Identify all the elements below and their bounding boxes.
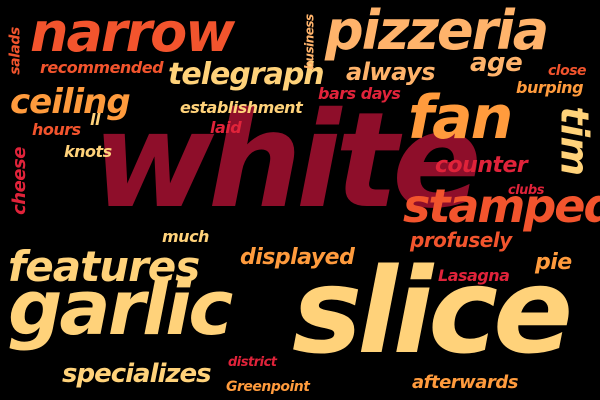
- word-white: white: [92, 84, 482, 238]
- word-bars-days: bars days: [318, 84, 401, 103]
- word-telegraph: telegraph: [168, 57, 325, 92]
- word-district: district: [228, 355, 277, 370]
- word-slice: slice: [292, 242, 573, 380]
- word-salads: salads: [7, 27, 24, 75]
- word-much: much: [162, 227, 209, 246]
- word-hours: hours: [32, 120, 81, 139]
- word-fan: fan: [408, 83, 513, 153]
- word-specializes: specializes: [62, 359, 212, 389]
- word-ll: ll: [90, 110, 100, 129]
- word-counter: counter: [435, 153, 528, 178]
- word-pizzeria: pizzeria: [325, 0, 549, 62]
- word-age: age: [470, 48, 523, 78]
- word-garlic: garlic: [8, 263, 233, 352]
- word-establishment: establishment: [180, 98, 303, 117]
- word-profusely: profusely: [410, 228, 512, 252]
- word-business: business: [302, 14, 317, 70]
- word-close: close: [548, 63, 587, 79]
- word-displayed: displayed: [240, 245, 355, 270]
- word-burping: burping: [516, 78, 584, 97]
- word-clubs: clubs: [508, 183, 544, 198]
- word-features: features: [8, 242, 200, 291]
- word-lasagna: Lasagna: [438, 266, 510, 285]
- word-stamped: stamped: [403, 179, 600, 233]
- word-narrow: narrow: [30, 1, 235, 64]
- word-afterwards: afterwards: [412, 372, 518, 393]
- word-pie: pie: [535, 250, 572, 275]
- word-tim: tim: [552, 106, 597, 176]
- word-greenpoint: Greenpoint: [226, 379, 310, 395]
- word-cheese: cheese: [8, 147, 30, 215]
- word-ceiling: ceiling: [10, 82, 131, 122]
- word-always: always: [346, 58, 435, 86]
- word-laid: laid: [210, 118, 242, 137]
- word-recommended: recommended: [40, 58, 164, 77]
- word-knots: knots: [64, 142, 112, 161]
